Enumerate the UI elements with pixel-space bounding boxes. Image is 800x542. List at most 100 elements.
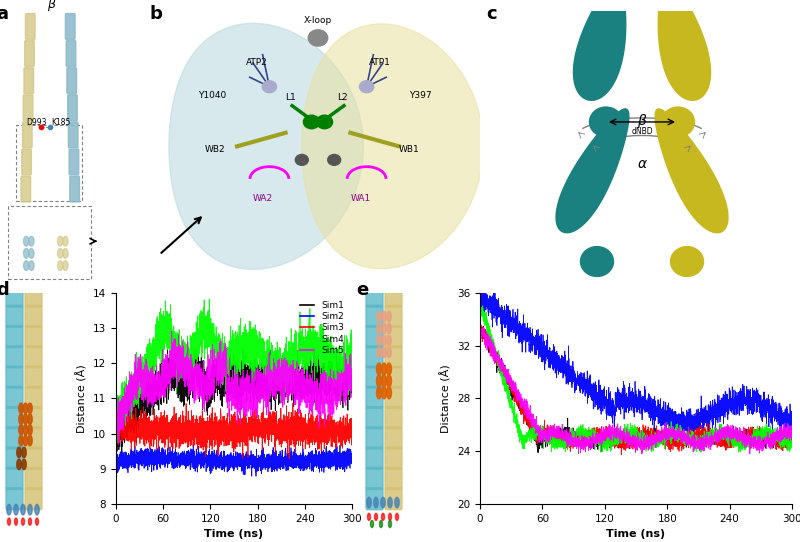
- FancyBboxPatch shape: [25, 41, 34, 66]
- FancyBboxPatch shape: [6, 488, 23, 509]
- Circle shape: [386, 387, 391, 399]
- FancyBboxPatch shape: [25, 366, 42, 388]
- Legend: Sim1, Sim2, Sim3, Sim4, Sim5: Sim1, Sim2, Sim3, Sim4, Sim5: [297, 297, 347, 358]
- FancyBboxPatch shape: [25, 427, 42, 449]
- FancyBboxPatch shape: [6, 386, 23, 408]
- Circle shape: [58, 249, 63, 259]
- Polygon shape: [302, 24, 483, 269]
- Polygon shape: [655, 109, 728, 233]
- FancyBboxPatch shape: [6, 326, 23, 347]
- Circle shape: [22, 459, 26, 469]
- Y-axis label: Distance (Å): Distance (Å): [76, 364, 87, 433]
- FancyBboxPatch shape: [6, 305, 23, 327]
- Text: K185: K185: [51, 118, 70, 127]
- Circle shape: [28, 435, 32, 446]
- Y-axis label: Distance (Å): Distance (Å): [440, 364, 451, 433]
- FancyBboxPatch shape: [366, 427, 383, 449]
- FancyBboxPatch shape: [6, 346, 23, 368]
- Circle shape: [377, 387, 382, 399]
- Circle shape: [29, 249, 34, 259]
- Text: d: d: [0, 281, 9, 299]
- FancyBboxPatch shape: [25, 488, 42, 509]
- FancyBboxPatch shape: [23, 95, 33, 121]
- FancyBboxPatch shape: [25, 285, 42, 307]
- FancyBboxPatch shape: [385, 305, 402, 327]
- Circle shape: [21, 505, 26, 515]
- FancyBboxPatch shape: [366, 447, 383, 469]
- Circle shape: [62, 236, 68, 246]
- FancyBboxPatch shape: [6, 285, 23, 307]
- Text: X-loop: X-loop: [304, 16, 332, 25]
- FancyBboxPatch shape: [25, 346, 42, 368]
- Text: WB1: WB1: [399, 145, 420, 154]
- FancyBboxPatch shape: [385, 346, 402, 368]
- Circle shape: [382, 323, 386, 334]
- Circle shape: [382, 387, 386, 399]
- Text: L2: L2: [338, 93, 348, 102]
- Circle shape: [29, 236, 34, 246]
- FancyBboxPatch shape: [25, 305, 42, 327]
- FancyBboxPatch shape: [366, 285, 383, 307]
- Circle shape: [382, 335, 386, 346]
- Text: D993: D993: [26, 118, 46, 127]
- FancyBboxPatch shape: [6, 406, 23, 429]
- FancyBboxPatch shape: [21, 176, 30, 202]
- Circle shape: [29, 261, 34, 270]
- Circle shape: [7, 518, 10, 525]
- Text: e: e: [356, 281, 368, 299]
- Circle shape: [382, 347, 386, 358]
- Circle shape: [662, 107, 694, 137]
- FancyBboxPatch shape: [366, 326, 383, 347]
- Circle shape: [359, 81, 374, 93]
- FancyBboxPatch shape: [25, 326, 42, 347]
- FancyBboxPatch shape: [25, 386, 42, 408]
- Text: dNBD: dNBD: [631, 127, 653, 137]
- Text: $\alpha$: $\alpha$: [637, 157, 647, 171]
- FancyBboxPatch shape: [6, 447, 23, 469]
- Circle shape: [23, 424, 28, 435]
- Circle shape: [377, 363, 382, 375]
- FancyBboxPatch shape: [68, 122, 78, 148]
- Text: b: b: [150, 5, 162, 23]
- Circle shape: [366, 498, 371, 508]
- Text: Y1040: Y1040: [198, 91, 226, 100]
- Circle shape: [395, 513, 398, 520]
- Circle shape: [387, 347, 391, 358]
- FancyBboxPatch shape: [70, 176, 79, 202]
- FancyBboxPatch shape: [69, 149, 78, 175]
- FancyBboxPatch shape: [385, 326, 402, 347]
- Text: $\beta$: $\beta$: [46, 0, 56, 13]
- FancyBboxPatch shape: [26, 14, 35, 40]
- FancyBboxPatch shape: [22, 122, 32, 148]
- Text: a: a: [0, 5, 9, 23]
- Circle shape: [303, 115, 320, 129]
- Circle shape: [386, 375, 391, 387]
- Circle shape: [19, 424, 23, 435]
- FancyBboxPatch shape: [6, 366, 23, 388]
- Text: WA2: WA2: [253, 193, 274, 203]
- Circle shape: [17, 447, 21, 457]
- Circle shape: [389, 513, 391, 520]
- Circle shape: [308, 30, 328, 46]
- Circle shape: [374, 513, 378, 520]
- Circle shape: [22, 518, 25, 525]
- Polygon shape: [658, 0, 710, 100]
- Circle shape: [262, 81, 277, 93]
- Circle shape: [388, 498, 392, 508]
- Circle shape: [377, 323, 381, 334]
- FancyBboxPatch shape: [366, 406, 383, 429]
- FancyBboxPatch shape: [366, 488, 383, 509]
- Circle shape: [28, 424, 32, 435]
- Circle shape: [62, 261, 68, 270]
- Text: ATP2: ATP2: [246, 58, 267, 67]
- FancyBboxPatch shape: [385, 447, 402, 469]
- Circle shape: [370, 520, 374, 527]
- Circle shape: [19, 435, 23, 446]
- Circle shape: [14, 518, 18, 525]
- Text: Y397: Y397: [409, 91, 431, 100]
- Circle shape: [58, 236, 63, 246]
- Circle shape: [374, 498, 378, 508]
- Text: c: c: [486, 5, 497, 23]
- Text: ATP1: ATP1: [369, 58, 390, 67]
- Circle shape: [381, 498, 386, 508]
